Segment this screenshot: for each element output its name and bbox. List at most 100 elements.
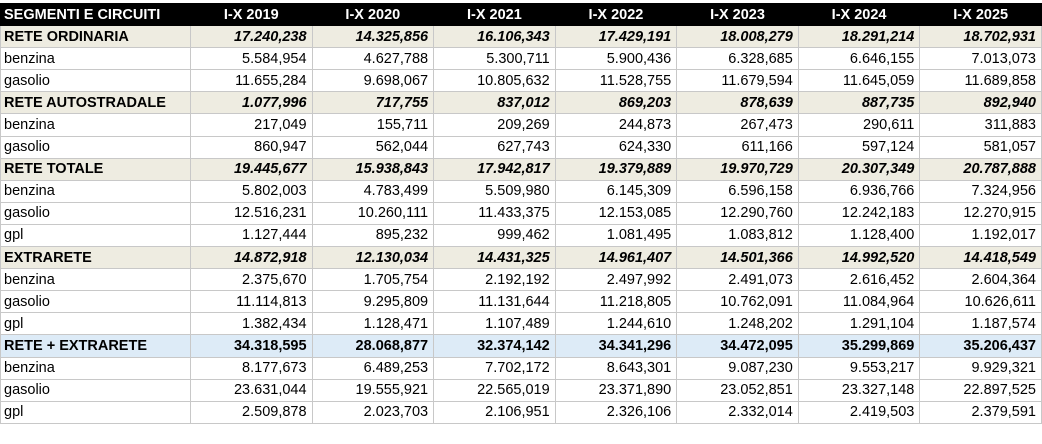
section-value: 34.318,595 (190, 334, 313, 358)
data-row: gasolio 23.631,044 19.555,921 22.565,019 23.… (0, 378, 1042, 402)
section-row: RETE AUTOSTRADALE 1.077,996 717,755 837,012… (0, 91, 1042, 115)
cell-value: 23.327,148 (797, 378, 921, 402)
cell-value: 624,330 (554, 135, 678, 159)
cell-value: 244,873 (554, 113, 678, 137)
cell-value: 6.936,766 (797, 179, 921, 203)
row-label: gasolio (0, 201, 191, 225)
section-value: 14.431,325 (433, 246, 556, 270)
cell-value: 1.107,489 (433, 312, 556, 336)
table-head: SEGMENTI E CIRCUITI I-X 2019 I-X 2020 I-X 2… (0, 2, 1042, 27)
cell-value: 9.698,067 (311, 69, 435, 93)
row-label: gasolio (0, 135, 191, 159)
section-value: 17.429,191 (554, 25, 678, 49)
data-row: benzina 217,049 155,711 209,269 244,873 267,4… (0, 113, 1042, 137)
cell-value: 22.565,019 (433, 378, 556, 402)
data-row: gasolio 860,947 562,044 627,743 624,330 611,1… (0, 135, 1042, 159)
cell-value: 209,269 (433, 113, 556, 137)
section-value: 19.445,677 (190, 157, 313, 181)
cell-value: 7.013,073 (919, 47, 1042, 71)
row-label: gasolio (0, 290, 191, 314)
cell-value: 8.177,673 (190, 356, 313, 380)
row-label: gasolio (0, 378, 191, 402)
section-value: 19.970,729 (676, 157, 799, 181)
section-row: EXTRARETE 14.872,918 12.130,034 14.431,325 1… (0, 246, 1042, 270)
cell-value: 6.328,685 (676, 47, 799, 71)
section-value: 14.501,366 (676, 246, 799, 270)
section-value: 14.961,407 (554, 246, 678, 270)
cell-value: 2.419,503 (797, 400, 921, 424)
cell-value: 6.489,253 (311, 356, 435, 380)
cell-value: 1.127,444 (190, 223, 313, 248)
section-value: 837,012 (433, 91, 556, 115)
cell-value: 22.897,525 (919, 378, 1042, 402)
cell-value: 2.604,364 (919, 268, 1042, 292)
cell-value: 1.128,471 (311, 312, 435, 336)
section-value: 16.106,343 (433, 25, 556, 49)
column-header: I-X 2019 (190, 2, 313, 27)
cell-value: 627,743 (433, 135, 556, 159)
section-value: 717,755 (311, 91, 435, 115)
cell-value: 12.242,183 (797, 201, 921, 225)
cell-value: 1.705,754 (311, 268, 435, 292)
cell-value: 1.187,574 (919, 312, 1042, 336)
section-row: RETE TOTALE 19.445,677 15.938,843 17.942,81… (0, 157, 1042, 181)
cell-value: 5.300,711 (433, 47, 556, 71)
section-value: 14.872,918 (190, 246, 313, 270)
data-row: gpl 2.509,878 2.023,703 2.106,951 2.326,106 2… (0, 400, 1042, 424)
data-row: benzina 8.177,673 6.489,253 7.702,172 8.643,… (0, 356, 1042, 380)
section-value: 14.992,520 (797, 246, 921, 270)
section-value: 869,203 (554, 91, 678, 115)
column-header: SEGMENTI E CIRCUITI (0, 2, 191, 27)
section-title: RETE ORDINARIA (0, 25, 191, 49)
cell-value: 23.052,851 (676, 378, 799, 402)
cell-value: 7.324,956 (919, 179, 1042, 203)
cell-value: 5.509,980 (433, 179, 556, 203)
column-header: I-X 2020 (311, 2, 435, 27)
section-row: RETE ORDINARIA 17.240,238 14.325,856 16.106… (0, 25, 1042, 49)
section-value: 18.291,214 (797, 25, 921, 49)
row-label: benzina (0, 268, 191, 292)
cell-value: 155,711 (311, 113, 435, 137)
cell-value: 2.379,591 (919, 400, 1042, 424)
data-row: benzina 5.584,954 4.627,788 5.300,711 5.900,… (0, 47, 1042, 71)
section-value: 1.077,996 (190, 91, 313, 115)
cell-value: 9.295,809 (311, 290, 435, 314)
column-header: I-X 2021 (433, 2, 556, 27)
section-value: 14.325,856 (311, 25, 435, 49)
cell-value: 562,044 (311, 135, 435, 159)
cell-value: 11.433,375 (433, 201, 556, 225)
section-title: EXTRARETE (0, 246, 191, 270)
column-header: I-X 2022 (554, 2, 678, 27)
cell-value: 2.497,992 (554, 268, 678, 292)
cell-value: 12.270,915 (919, 201, 1042, 225)
cell-value: 6.145,309 (554, 179, 678, 203)
cell-value: 860,947 (190, 135, 313, 159)
section-value: 17.942,817 (433, 157, 556, 181)
cell-value: 11.084,964 (797, 290, 921, 314)
cell-value: 2.375,670 (190, 268, 313, 292)
cell-value: 1.382,434 (190, 312, 313, 336)
cell-value: 2.616,452 (797, 268, 921, 292)
cell-value: 4.783,499 (311, 179, 435, 203)
cell-value: 290,611 (797, 113, 921, 137)
section-value: 14.418,549 (919, 246, 1042, 270)
cell-value: 11.689,858 (919, 69, 1042, 93)
cell-value: 267,473 (676, 113, 799, 137)
section-value: 15.938,843 (311, 157, 435, 181)
cell-value: 1.192,017 (919, 223, 1042, 248)
cell-value: 10.762,091 (676, 290, 799, 314)
cell-value: 11.218,805 (554, 290, 678, 314)
table-body: RETE ORDINARIA 17.240,238 14.325,856 16.106… (0, 25, 1042, 424)
cell-value: 19.555,921 (311, 378, 435, 402)
cell-value: 2.326,106 (554, 400, 678, 424)
cell-value: 1.128,400 (797, 223, 921, 248)
cell-value: 2.106,951 (433, 400, 556, 424)
section-value: 18.702,931 (919, 25, 1042, 49)
data-row: gasolio 12.516,231 10.260,111 11.433,375 12.… (0, 201, 1042, 225)
column-header: I-X 2024 (797, 2, 921, 27)
cell-value: 11.679,594 (676, 69, 799, 93)
cell-value: 9.553,217 (797, 356, 921, 380)
cell-value: 6.646,155 (797, 47, 921, 71)
cell-value: 7.702,172 (433, 356, 556, 380)
